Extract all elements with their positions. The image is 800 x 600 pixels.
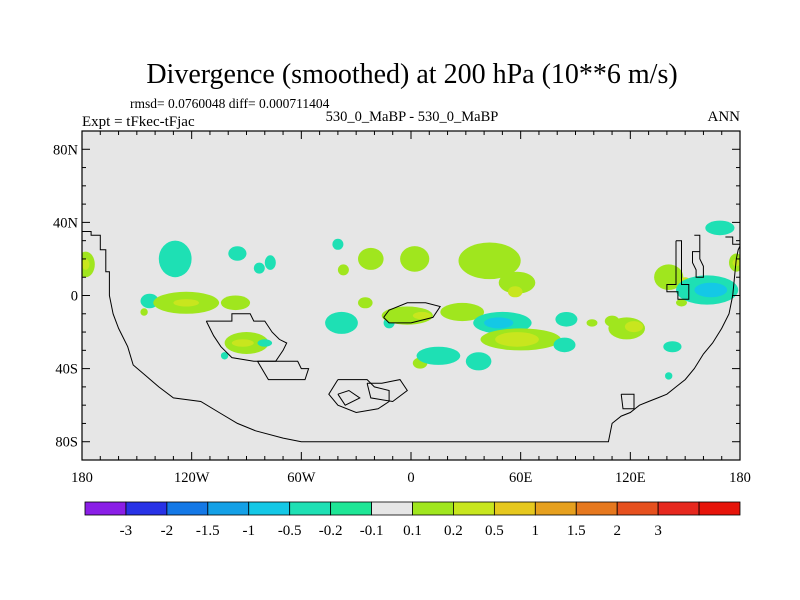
y-tick-label: 40N [53,215,79,231]
contour-region-19 [325,311,358,334]
coastline-5 [337,389,361,406]
coastline-layer [82,231,740,443]
season-label: ANN [708,109,741,125]
colorbar-label: 1 [532,523,540,539]
colorbar-swatch-1 [125,501,168,516]
contour-region-1 [82,258,90,270]
colorbar-label: -2 [161,523,174,539]
colorbar-swatch-9 [453,501,495,516]
contour-region-40 [553,337,576,353]
colorbar-swatch-12 [575,501,618,516]
contour-region-48 [694,282,728,298]
contour-region-4 [253,262,265,274]
case-label: 530_0_MaBP - 530_0_MaBP [326,109,499,125]
colorbar-label: -0.5 [278,523,302,539]
colorbar-swatch-3 [207,501,250,516]
contour-region-23 [440,302,485,322]
contour-region-25 [484,317,514,329]
contour-region-36 [220,352,229,360]
colorbar-label: -1 [243,523,256,539]
contour-region-2 [158,240,192,278]
contour-region-8 [358,247,384,270]
experiment-label: Expt = tFkec-tFjac [82,114,195,130]
colorbar-label: -0.1 [360,523,384,539]
colorbar-label: -3 [120,523,133,539]
contour-region-34 [231,339,254,347]
colorbar-label: 0.5 [485,523,504,539]
colorbar: -3 -2 -1.5 -1 -0.5 -0.2 -0.1 0.1 0.2 0.5 1 1.5 2 3 [84,501,741,539]
coastline-6 [366,379,408,403]
contour-region-41 [663,341,682,353]
coastline-7 [620,393,635,410]
colorbar-label: 2 [613,523,621,539]
contour-region-12 [507,286,523,298]
coastline-1 [205,313,288,362]
contour-region-32 [495,332,539,347]
x-tick-label: 180 [71,470,93,486]
colorbar-swatch-2 [166,501,209,516]
colorbar-swatch-0 [84,501,127,516]
y-tick-label: 0 [71,289,78,305]
contour-region-11 [498,271,536,294]
contour-region-18 [358,297,373,309]
colorbar-label: -0.2 [319,523,343,539]
contour-region-3 [228,246,247,261]
colorbar-swatch-15 [698,501,741,516]
contour-region-7 [337,264,349,276]
colorbar-swatch-5 [289,501,332,516]
coastline-8 [666,240,690,300]
coastline-0 [82,231,740,443]
contour-fill-layer [82,220,740,380]
contour-region-27 [586,319,598,327]
contour-region-39 [465,352,492,371]
colorbar-swatch-7 [371,501,413,516]
contour-region-15 [173,299,199,307]
colorbar-swatch-14 [657,501,700,516]
axis-ticks-layer: 180 120W 60W 0 60E 120E 180 80N 40N 0 40S 80S [53,130,751,486]
colorbar-swatch-10 [493,501,536,516]
x-tick-label: 60W [287,470,316,486]
x-tick-label: 60E [509,470,533,486]
x-tick-label: 120W [174,470,210,486]
coastline-10 [725,236,740,245]
coastline-2 [257,360,310,381]
chart-title: Divergence (smoothed) at 200 hPa (10**6 … [146,59,677,90]
contour-region-9 [400,246,430,272]
colorbar-label: 0.1 [403,523,422,539]
colorbar-label: 3 [654,523,662,539]
colorbar-swatch-6 [330,501,372,516]
coastline-9 [692,234,704,278]
contour-region-30 [624,321,644,333]
colorbar-swatch-4 [248,501,291,516]
contour-region-38 [416,346,461,365]
x-tick-label: 0 [407,470,414,486]
contour-region-26 [555,312,578,327]
contour-region-5 [264,255,276,270]
contour-region-35 [257,339,273,347]
coastline-3 [383,302,442,324]
contour-region-22 [412,311,432,320]
contour-region-43 [705,220,735,236]
x-tick-label: 180 [729,470,751,486]
contour-region-42 [665,372,673,380]
y-tick-label: 80S [55,435,78,451]
colorbar-swatch-13 [616,501,659,516]
colorbar-label: 0.2 [444,523,463,539]
y-tick-label: 80N [53,142,79,158]
contour-region-17 [140,308,148,316]
colorbar-swatch-8 [412,501,454,516]
stats-label: rmsd= 0.0760048 diff= 0.000711404 [130,96,330,111]
contour-region-46 [676,299,687,307]
y-tick-label: 40S [55,362,78,378]
x-tick-label: 120E [615,470,646,486]
colorbar-label: 1.5 [567,523,586,539]
contour-region-10 [458,242,521,280]
colorbar-label: -1.5 [196,523,220,539]
contour-region-6 [332,238,344,250]
contour-region-16 [220,295,251,311]
colorbar-swatch-11 [534,501,577,516]
